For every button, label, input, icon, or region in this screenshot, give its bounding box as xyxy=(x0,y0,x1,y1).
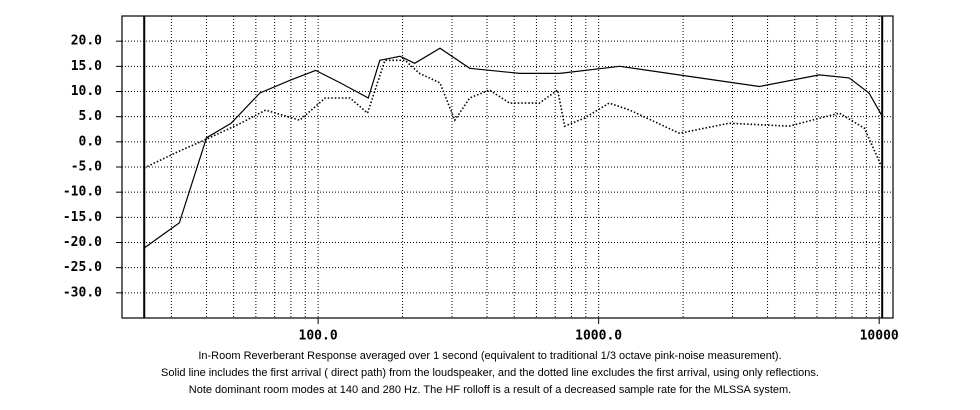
y-tick-label: -15.0 xyxy=(63,210,102,225)
y-tick-label: 15.0 xyxy=(71,59,102,74)
y-tick-label: -10.0 xyxy=(63,185,102,200)
series-line xyxy=(143,59,883,169)
y-tick-label: 10.0 xyxy=(71,84,102,99)
y-tick-label: -20.0 xyxy=(63,235,102,250)
x-tick-label: 1000.0 xyxy=(575,329,622,344)
series-line xyxy=(143,47,883,249)
caption-line: In-Room Reverberant Response averaged ov… xyxy=(198,350,781,362)
y-tick-label: -30.0 xyxy=(63,285,102,300)
y-tick-label: 0.0 xyxy=(79,134,103,149)
y-tick-label: -25.0 xyxy=(63,260,102,275)
y-tick-label: 5.0 xyxy=(79,109,103,124)
caption-line: Note dominant room modes at 140 and 280 … xyxy=(189,384,791,396)
plot-frame xyxy=(121,15,894,319)
caption-line: Solid line includes the first arrival ( … xyxy=(161,367,819,379)
y-tick-label: -5.0 xyxy=(71,160,102,175)
x-tick-label: 100.0 xyxy=(299,329,338,344)
x-tick-label: 10000 xyxy=(860,329,899,344)
y-tick-label: 20.0 xyxy=(71,34,102,49)
